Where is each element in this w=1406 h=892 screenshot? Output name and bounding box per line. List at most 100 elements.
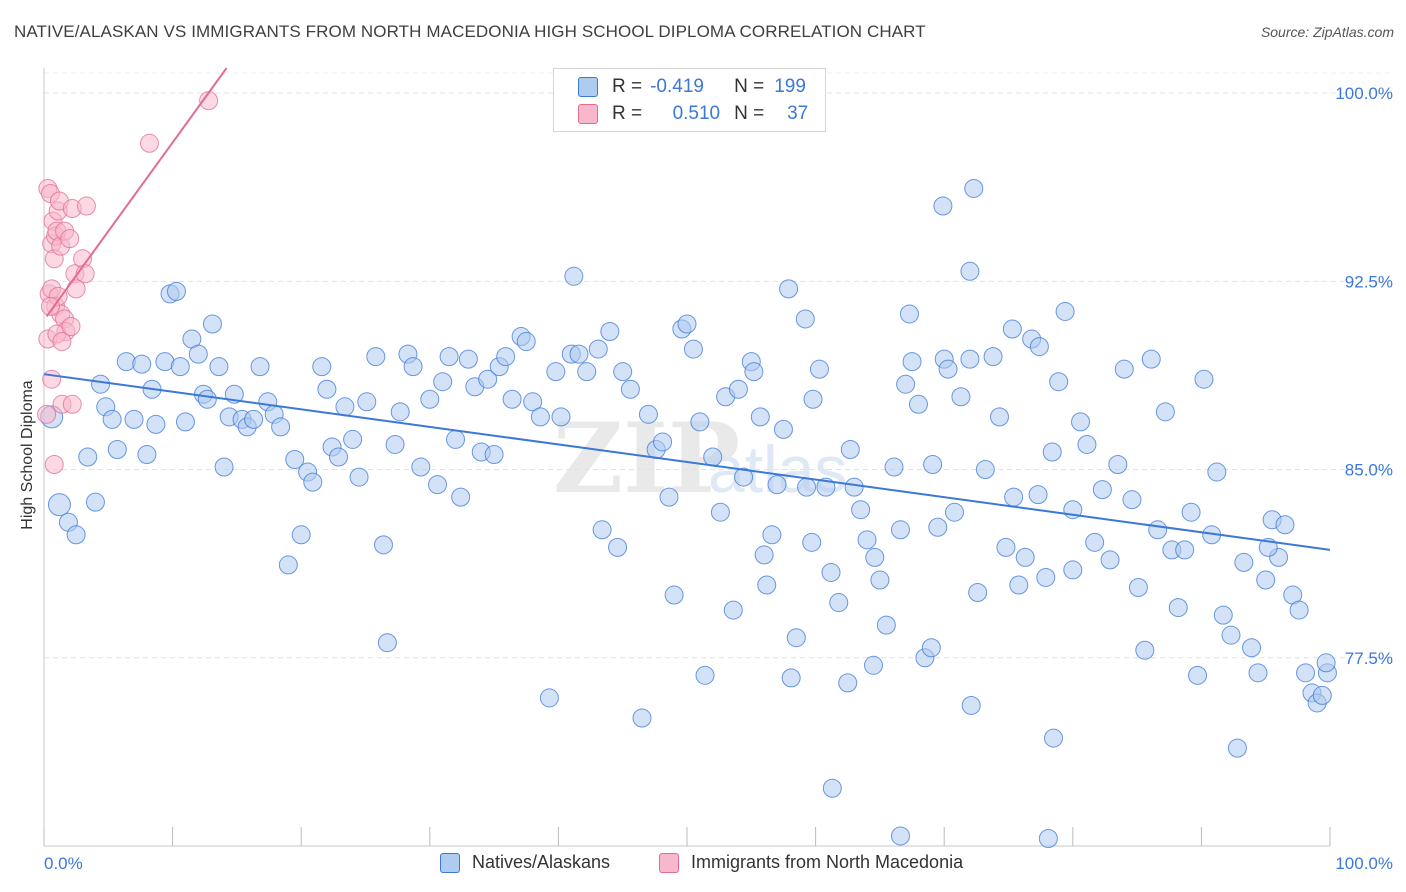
natives-point (795, 309, 815, 329)
natives-point (803, 389, 823, 409)
natives-point (961, 695, 981, 715)
bottom-legend-label-natives: Natives/Alaskans (472, 852, 611, 872)
natives-point (137, 444, 157, 464)
natives-point (870, 570, 890, 590)
natives-point (366, 347, 386, 367)
natives-point (1275, 515, 1295, 535)
natives-point (773, 419, 793, 439)
natives-point (312, 357, 332, 377)
natives-point (1227, 738, 1247, 758)
correlation-legend: R = -0.419 N = 199 R = 0.510 N = 37 (553, 68, 826, 132)
natives-point (1002, 319, 1022, 339)
macedonia-point (66, 279, 86, 299)
natives-point (989, 407, 1009, 427)
natives-point (1009, 575, 1029, 595)
x-tick-label-min: 0.0% (44, 854, 83, 873)
source-label: Source: ZipAtlas.com (1260, 24, 1394, 40)
macedonia-point (37, 404, 57, 424)
natives-point (78, 447, 98, 467)
natives-point (569, 344, 589, 364)
natives-point (1036, 567, 1056, 587)
natives-point (1004, 487, 1024, 507)
natives-point (1256, 570, 1276, 590)
natives-point (551, 407, 571, 427)
macedonia-point (62, 394, 82, 414)
chart-title: NATIVE/ALASKAN VS IMMIGRANTS FROM NORTH … (14, 22, 926, 41)
natives-point (303, 472, 323, 492)
natives-point (577, 362, 597, 382)
natives-point (47, 493, 71, 517)
natives-point (420, 389, 440, 409)
macedonia-point (42, 369, 62, 389)
macedonia-point (44, 455, 64, 475)
natives-point (1148, 520, 1168, 540)
natives-point (754, 545, 774, 565)
natives-point (588, 339, 608, 359)
natives-point (890, 520, 910, 540)
natives-point (865, 547, 885, 567)
natives-point (1234, 552, 1254, 572)
natives-point (343, 429, 363, 449)
natives-point (664, 585, 684, 605)
natives-point (829, 593, 849, 613)
natives-point (757, 575, 777, 595)
natives-point (703, 447, 723, 467)
natives-point (377, 633, 397, 653)
legend-row-macedonia: R = 0.510 N = 37 (578, 103, 808, 125)
natives-point (1038, 828, 1058, 848)
macedonia-point (139, 133, 159, 153)
natives-point (1213, 605, 1233, 625)
natives-point (600, 322, 620, 342)
natives-point (710, 502, 730, 522)
natives-point (840, 439, 860, 459)
natives-point (458, 349, 478, 369)
natives-point (838, 673, 858, 693)
natives-point (592, 520, 612, 540)
natives-point (659, 487, 679, 507)
natives-point (884, 457, 904, 477)
natives-point (214, 457, 234, 477)
natives-point (433, 372, 453, 392)
natives-point (1108, 455, 1128, 475)
natives-point (896, 374, 916, 394)
legend-n-value: 37 (787, 103, 809, 124)
natives-point (523, 392, 543, 412)
natives-point (564, 266, 584, 286)
natives-point (767, 475, 787, 495)
natives-point (91, 374, 111, 394)
natives-point (66, 525, 86, 545)
natives-point (960, 349, 980, 369)
natives-point (209, 357, 229, 377)
natives-point (1181, 502, 1201, 522)
natives-point (608, 537, 628, 557)
y-tick-label: 100.0% (1335, 84, 1393, 103)
natives-point (613, 362, 633, 382)
natives-point (451, 487, 471, 507)
natives-point (944, 502, 964, 522)
natives-point (1242, 638, 1262, 658)
natives-point (1100, 550, 1120, 570)
natives-point (933, 196, 953, 216)
natives-point (653, 432, 673, 452)
natives-point (851, 500, 871, 520)
natives-point (385, 434, 405, 454)
natives-point (357, 392, 377, 412)
natives-point (921, 638, 941, 658)
natives-point (786, 628, 806, 648)
natives-point (938, 359, 958, 379)
natives-point (1207, 462, 1227, 482)
natives-point (278, 555, 298, 575)
natives-point (1221, 625, 1241, 645)
natives-point (1063, 560, 1083, 580)
natives-point (750, 407, 770, 427)
natives-point (1175, 540, 1195, 560)
natives-point (317, 379, 337, 399)
natives-point (271, 417, 291, 437)
natives-point (107, 439, 127, 459)
legend-row-natives: R = -0.419 N = 199 (578, 76, 806, 98)
natives-point (951, 387, 971, 407)
legend-swatch-blue (578, 77, 598, 97)
natives-point (902, 352, 922, 372)
natives-point (863, 655, 883, 675)
natives-point (809, 359, 829, 379)
